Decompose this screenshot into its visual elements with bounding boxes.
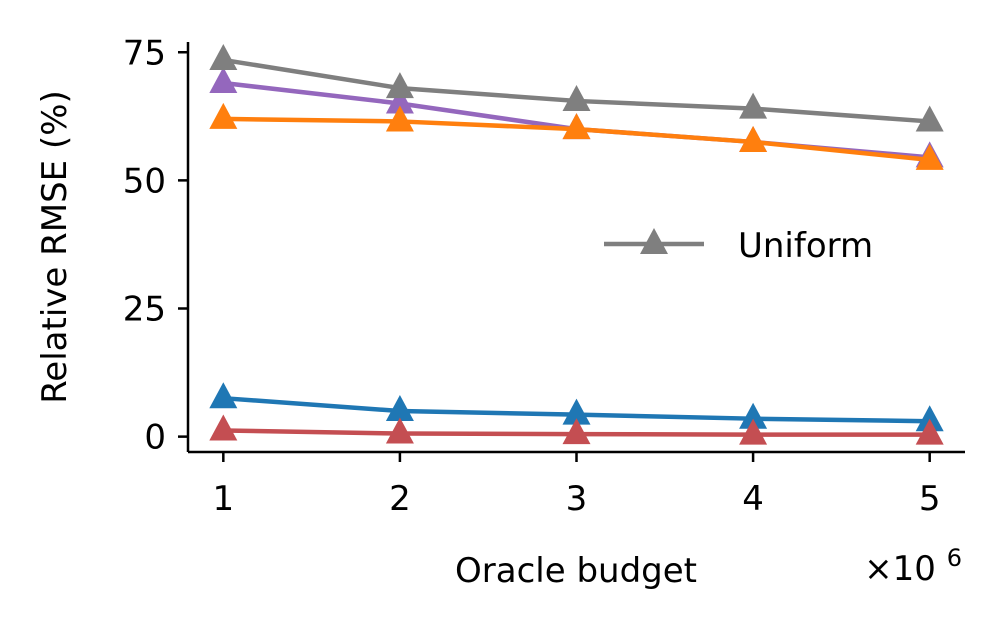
x-tick-label: 4 (742, 479, 764, 519)
series-point (209, 43, 238, 70)
series-point (562, 113, 591, 140)
series-point (385, 72, 414, 99)
series-point (915, 405, 944, 432)
y-ticks: 0 25 50 75 (123, 33, 188, 458)
series-point (562, 84, 591, 111)
series-line-3 (209, 102, 944, 170)
series-point (385, 105, 414, 132)
series-point (739, 125, 768, 152)
series-point (209, 102, 238, 129)
series-point (562, 398, 591, 425)
series-point (209, 67, 238, 93)
x-tick-label: 1 (212, 479, 234, 519)
y-tick-label: 25 (123, 290, 166, 330)
series-point (385, 395, 414, 421)
series-point (739, 418, 768, 445)
legend-label-uniform: Uniform (738, 226, 873, 266)
series-point (915, 143, 944, 170)
x-tick-label: 2 (389, 479, 411, 519)
y-tick-label: 75 (123, 33, 166, 73)
series-line-5 (209, 414, 944, 445)
plot-area (209, 43, 944, 445)
x-tick-label: 5 (919, 479, 941, 519)
x-multiplier-base: ×10 (864, 549, 936, 589)
series-point (209, 414, 238, 441)
y-tick-label: 0 (144, 418, 166, 458)
legend: Uniform (604, 226, 873, 266)
series-point (915, 105, 944, 132)
x-tick-label: 3 (566, 479, 588, 519)
series-line-4 (209, 382, 944, 432)
x-ticks: 1 2 3 4 5 (212, 452, 941, 519)
x-axis-title: Oracle budget (455, 551, 697, 591)
legend-marker-uniform (640, 228, 668, 254)
series-point (385, 87, 414, 114)
series-point (385, 417, 414, 444)
series-point (915, 418, 944, 445)
y-axis-title: Relative RMSE (%) (35, 90, 75, 404)
x-multiplier-exponent: 6 (947, 544, 962, 572)
series-point (209, 382, 238, 409)
series-point (739, 402, 768, 429)
series-point (739, 92, 768, 119)
series-point (562, 418, 591, 445)
x-axis-multiplier: ×10 6 (864, 544, 962, 589)
series-uniform (209, 43, 944, 132)
y-tick-label: 50 (123, 161, 166, 201)
